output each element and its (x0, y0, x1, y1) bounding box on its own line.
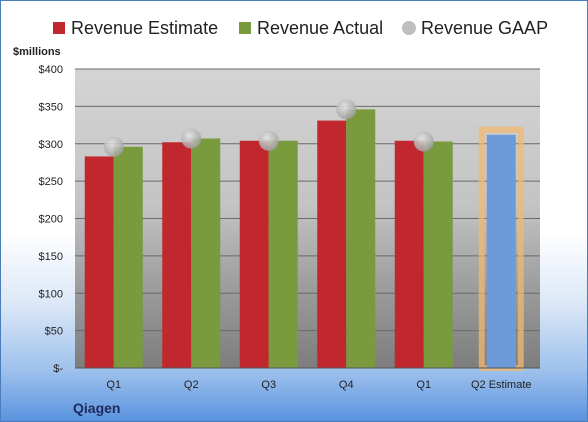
gaap-markers (103, 99, 434, 157)
legend-label-revenue-estimate: Revenue Estimate (71, 18, 218, 38)
legend-label-revenue-actual: Revenue Actual (257, 18, 383, 38)
legend-label-revenue-gaap: Revenue GAAP (421, 18, 548, 38)
unit-label: $millions (13, 46, 61, 58)
bar-revenue-actual (346, 109, 376, 369)
x-tick-label: Q1 (416, 379, 431, 391)
bar-revenue-estimate (239, 140, 269, 368)
marker-revenue-gaap (258, 130, 279, 151)
bar-revenue-actual (191, 138, 221, 368)
x-tick-label: Q1 (106, 379, 121, 391)
marker-revenue-gaap (103, 136, 124, 157)
bar-revenue-estimate-q2 (486, 134, 516, 368)
y-tick-label: $50 (45, 326, 63, 338)
legend-swatch-revenue-estimate (53, 22, 65, 34)
marker-revenue-gaap (336, 99, 357, 120)
bar-revenue-actual (423, 141, 453, 368)
legend-swatch-revenue-gaap (402, 21, 416, 35)
bar-revenue-estimate (317, 120, 347, 368)
legend: Revenue Estimate Revenue Actual Revenue … (53, 18, 548, 38)
company-name: Qiagen (73, 400, 120, 416)
bar-revenue-actual (113, 146, 143, 368)
y-tick-label: $100 (39, 288, 63, 300)
bar-revenue-estimate (84, 156, 114, 368)
y-axis-ticks: $- $50 $100 $150 $200 $250 $300 $350 $400 (39, 64, 64, 375)
x-tick-label: Q2 Estimate (471, 379, 532, 391)
x-tick-label: Q3 (261, 379, 276, 391)
y-tick-label: $150 (39, 251, 63, 263)
bar-revenue-estimate (162, 142, 192, 368)
y-tick-label: $300 (39, 139, 63, 151)
bars (84, 109, 524, 371)
y-tick-label: $400 (39, 64, 63, 76)
legend-swatch-revenue-actual (239, 22, 251, 34)
bar-revenue-actual (268, 140, 298, 368)
y-tick-label: $200 (39, 214, 63, 226)
x-axis-ticks: Q1 Q2 Q3 Q4 Q1 Q2 Estimate (106, 379, 531, 391)
x-tick-label: Q2 (184, 379, 199, 391)
bar-revenue-estimate (394, 140, 424, 368)
y-tick-label: $350 (39, 101, 63, 113)
y-tick-label: $250 (39, 176, 63, 188)
marker-revenue-gaap (181, 128, 202, 149)
gridlines (75, 68, 540, 332)
x-tick-label: Q4 (339, 379, 354, 391)
marker-revenue-gaap (413, 131, 434, 152)
y-tick-label: $- (53, 363, 63, 375)
